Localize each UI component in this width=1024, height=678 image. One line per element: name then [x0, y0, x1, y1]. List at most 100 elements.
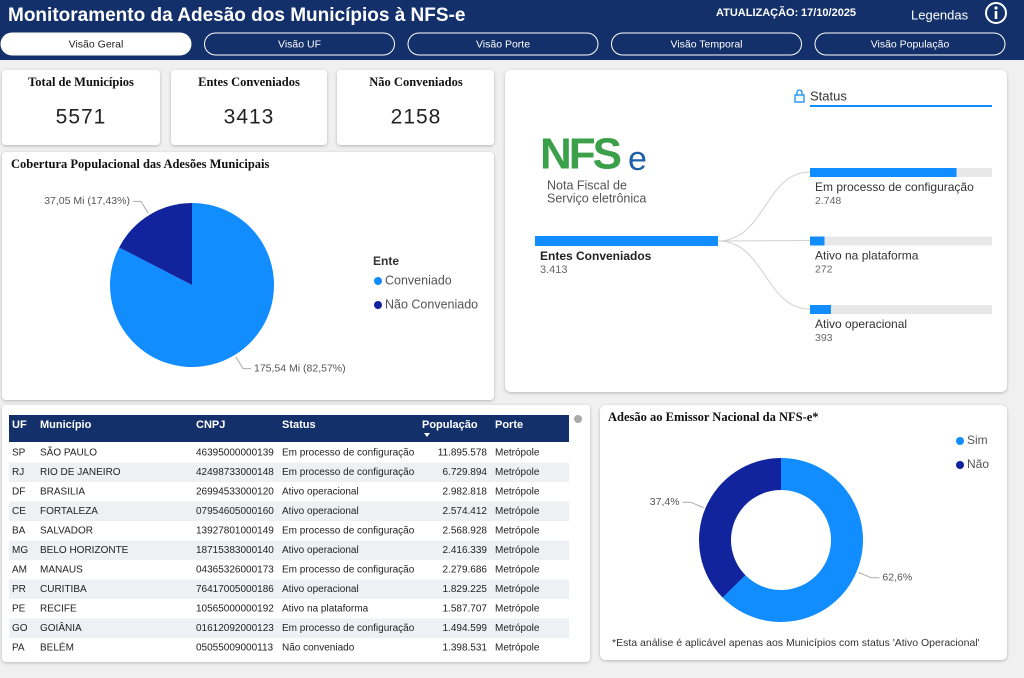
kpi-value: 5571: [56, 106, 107, 129]
table-header: [9, 415, 569, 442]
cell: 1.398.531: [443, 643, 488, 654]
root-value: 3.413: [540, 264, 568, 276]
root-bar: [535, 236, 718, 246]
cell: Metrópole: [495, 604, 540, 615]
kpi-label: Entes Conveniados: [198, 75, 300, 89]
logo-mark: NFS: [540, 130, 621, 179]
cell: Metrópole: [495, 623, 540, 634]
cell: Ativo na plataforma: [282, 604, 369, 615]
bar: [810, 168, 957, 177]
slice: [698, 458, 781, 598]
column-header[interactable]: Status: [282, 419, 316, 431]
connector: [717, 240, 811, 242]
cell: Ativo operacional: [282, 545, 359, 556]
cell: Metrópole: [495, 526, 540, 537]
cell: 2.568.928: [443, 526, 488, 537]
cell: 07954605000160: [196, 506, 274, 517]
column-header[interactable]: UF: [12, 419, 27, 431]
cell: GOIÂNIA: [40, 621, 82, 634]
cell: 26994533000120: [196, 487, 274, 498]
cell: Em processo de configuração: [282, 448, 415, 459]
tab-label[interactable]: Visão Geral: [69, 38, 124, 50]
cell: Em processo de configuração: [282, 526, 415, 537]
cell: PR: [12, 584, 26, 595]
cell: 18715383000140: [196, 545, 274, 556]
cell: Ativo operacional: [282, 487, 359, 498]
column-header[interactable]: População: [422, 419, 478, 431]
leader-line: [132, 200, 149, 214]
logo-caption: Nota Fiscal de: [547, 178, 627, 192]
bar-value: 2.748: [815, 195, 841, 207]
tab-label[interactable]: Visão Temporal: [671, 38, 743, 50]
legend-label: Não Conveniado: [385, 297, 478, 311]
column-header[interactable]: CNPJ: [196, 419, 225, 431]
cell: SALVADOR: [40, 526, 93, 537]
cell: BELO HORIZONTE: [40, 545, 129, 556]
sort-arrow: [424, 433, 430, 437]
cell: Metrópole: [495, 467, 540, 478]
tab[interactable]: [204, 32, 395, 56]
cell: PA: [12, 643, 25, 654]
tab-label[interactable]: Visão Porte: [476, 38, 530, 50]
tab-label[interactable]: Visão População: [871, 38, 950, 50]
cell: Ativo operacional: [282, 584, 359, 595]
cell: Metrópole: [495, 565, 540, 576]
cell: 1.829.225: [443, 584, 488, 595]
column-header[interactable]: Porte: [495, 419, 523, 431]
cell: 6.729.894: [443, 467, 488, 478]
cell: MG: [12, 545, 28, 556]
cell: CE: [12, 506, 26, 517]
bar: [810, 236, 825, 246]
cell: 01612092000123: [196, 623, 274, 634]
cell: Metrópole: [495, 448, 540, 459]
scrollbar[interactable]: [574, 415, 582, 423]
data-label: 37,05 Mi (17,43%): [44, 195, 130, 207]
logo-suffix: e: [628, 140, 647, 178]
cell: MANAUS: [40, 565, 83, 576]
cell: PE: [12, 604, 26, 615]
cell: 2.416.339: [443, 545, 488, 556]
cell: 04365326000173: [196, 565, 274, 576]
cell: Metrópole: [495, 487, 540, 498]
tab-label[interactable]: Visão UF: [278, 38, 321, 50]
row-band: [9, 540, 569, 560]
legend-label: Sim: [967, 433, 988, 447]
cell: RIO DE JANEIRO: [40, 467, 121, 478]
lock-icon: [794, 89, 805, 103]
slice: [119, 203, 192, 285]
cell: Não conveniado: [282, 643, 355, 654]
legend-button[interactable]: Legendas: [911, 7, 969, 22]
tab[interactable]: [407, 32, 599, 56]
data-label: 62,6%: [882, 572, 912, 584]
bar-label: Ativo na plataforma: [815, 249, 919, 263]
status-header: Status: [810, 88, 847, 103]
update-label: ATUALIZAÇÃO:: [716, 6, 798, 19]
tab[interactable]: [611, 32, 802, 56]
cell: BA: [12, 526, 26, 537]
cell: BRASILIA: [40, 487, 85, 498]
tab[interactable]: [814, 32, 1006, 56]
cell: 2.982.818: [443, 487, 488, 498]
cell: 42498733000148: [196, 467, 274, 478]
leader-line: [682, 501, 704, 509]
status-card: [505, 70, 1007, 392]
cell: 11.895.578: [438, 448, 488, 459]
tab[interactable]: [0, 32, 192, 56]
info-icon[interactable]: [985, 2, 1007, 24]
legend-dot: [374, 277, 382, 285]
cell: 76417005000186: [196, 584, 274, 595]
cell: SP: [12, 448, 26, 459]
column-header[interactable]: Município: [40, 419, 92, 431]
cell: 05055009000113: [196, 643, 274, 654]
cell: Metrópole: [495, 584, 540, 595]
bar-track: [810, 236, 992, 246]
root-label: Entes Conveniados: [540, 249, 652, 263]
legend-label: Não: [967, 457, 989, 471]
cell: 2.279.686: [443, 565, 488, 576]
row-band: [9, 618, 569, 638]
data-label: 175,54 Mi (82,57%): [254, 362, 346, 374]
bar-value: 393: [815, 332, 833, 344]
bar: [810, 305, 831, 314]
